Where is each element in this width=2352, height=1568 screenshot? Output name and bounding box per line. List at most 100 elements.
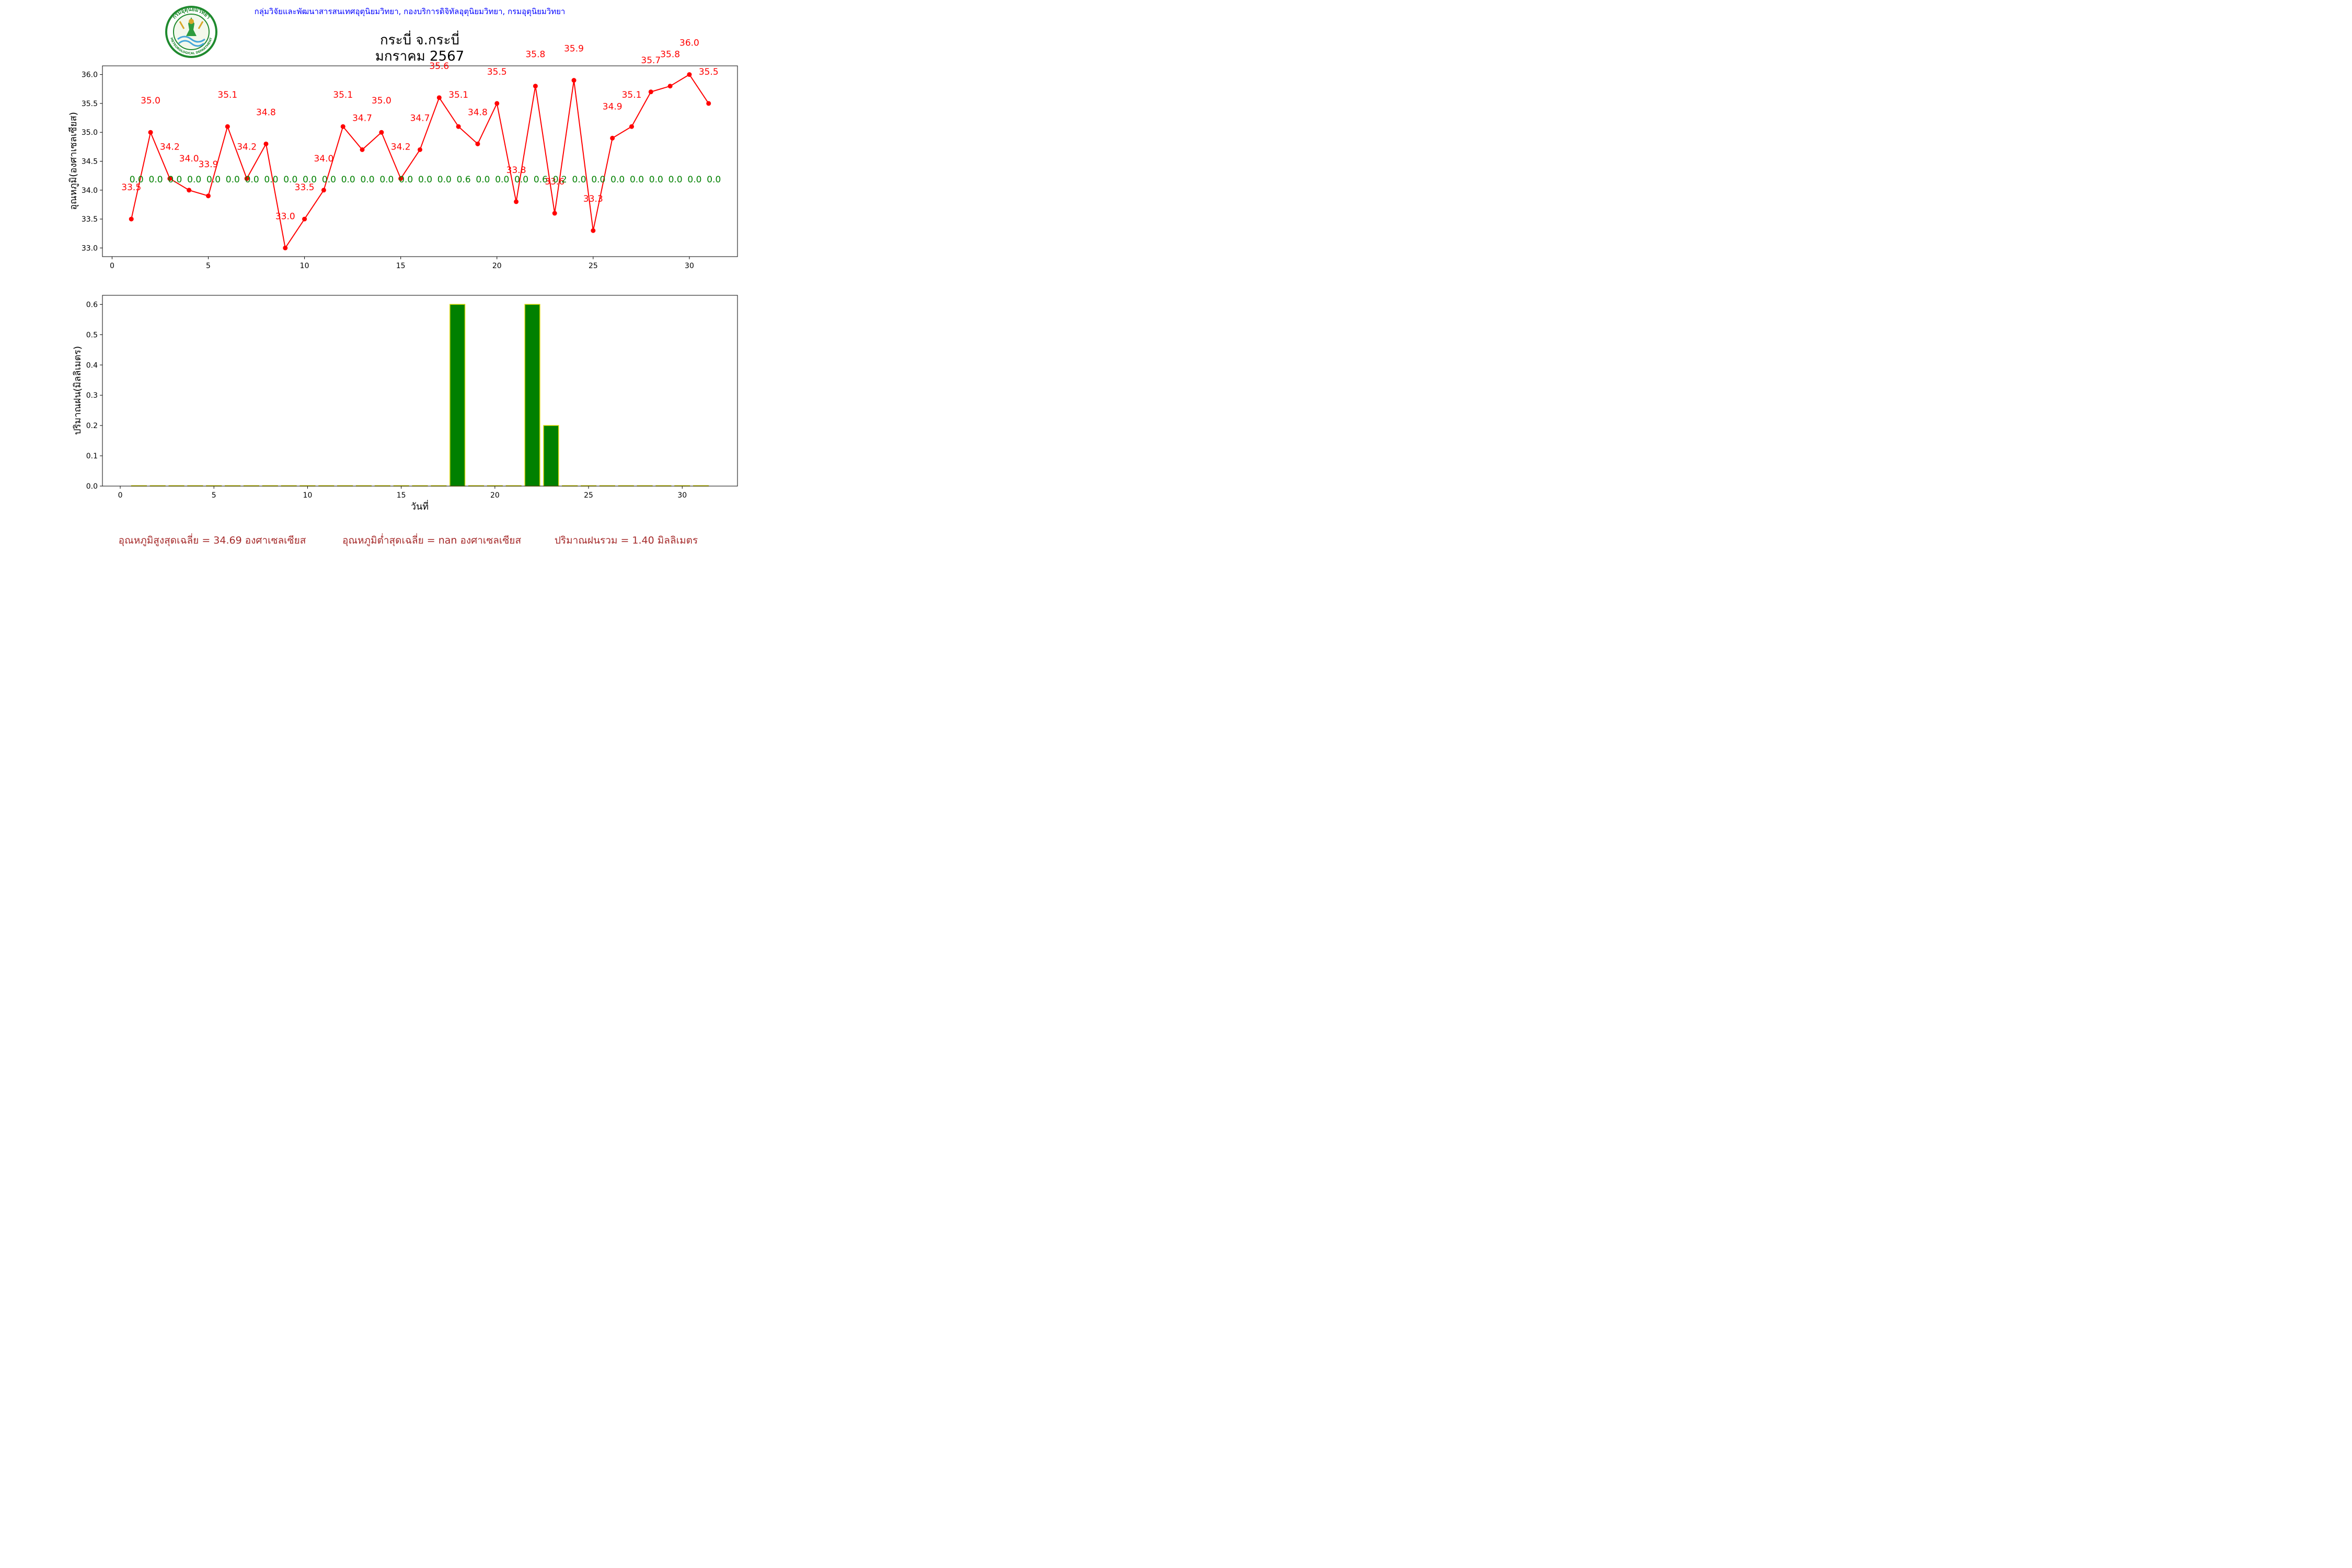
temperature-value-label: 33.5 [295,182,315,193]
temperature-value-label: 35.1 [622,90,642,100]
rain-value-label: 0.0 [149,175,163,185]
meteorological-department-logo: กรมอุตุนิยมวิทยา METEOROLOGICAL DEPARTME… [165,6,217,58]
rain-value-label: 0.0 [379,175,394,185]
rain-y-tick-label: 0.5 [86,331,98,339]
temperature-value-label: 34.2 [160,142,180,153]
rain-value-label: 0.0 [206,175,221,185]
temperature-value-label: 35.5 [699,67,719,77]
temperature-point [340,124,345,129]
rain-bar [449,304,466,487]
rain-value-label: 0.0 [130,175,144,185]
footer-total-rain: ปริมาณฝนรวม = 1.40 มิลลิเมตร [555,535,698,546]
rain-value-label: 0.6 [457,175,471,185]
temperature-value-label: 35.9 [564,44,584,54]
temperature-value-label: 34.7 [410,113,430,123]
temperature-value-label: 34.7 [352,113,372,123]
temperature-point [687,72,692,77]
rain-x-tick-label: 30 [677,491,687,500]
temperature-value-label: 36.0 [679,38,699,49]
temperature-value-label: 33.6 [545,177,564,187]
temperature-value-label: 35.0 [372,96,391,106]
temperature-value-label: 34.2 [237,142,257,153]
rain-value-label: 0.0 [707,175,721,185]
footer-average-max: อุณหภูมิสูงสุดเฉลี่ย = 34.69 องศาเซลเซีย… [119,533,306,547]
temperature-point [552,211,557,216]
rain-bar [524,304,540,487]
temperature-point [148,130,153,135]
rain-y-tick-label: 0.2 [86,422,98,430]
temperature-point [418,147,422,152]
temperature-point [244,176,249,181]
chart-figure: กรมอุตุนิยมวิทยา METEOROLOGICAL DEPARTME… [68,6,738,547]
rain-value-label: 0.0 [264,175,278,185]
temperature-point [571,78,577,83]
temperature-value-label: 35.0 [141,96,160,106]
temperature-point [456,124,461,129]
temperature-axis-label: อุณหภูมิ(องศาเซลเซียส) [68,112,79,210]
rain-x-tick-label: 10 [303,491,313,500]
rain-value-label: 0.0 [514,175,528,185]
temperature-value-label: 34.8 [468,107,488,118]
rain-x-tick-label: 5 [212,491,216,500]
temperature-point [629,124,634,129]
temperature-panel: 0 5 10 15 20 25 30 33.0 33.5 34.0 34.5 35.0 35.5 36.0… [68,38,738,270]
temperature-value-label: 35.1 [217,90,237,100]
temperature-point [283,245,288,250]
rain-value-label: 0.0 [668,175,683,185]
rain-value-label: 0.2 [553,175,567,185]
temperature-x-tick-label: 10 [300,262,309,270]
rain-value-label: 0.0 [226,175,240,185]
temperature-point [187,188,192,193]
rain-value-label: 0.0 [399,175,413,185]
temperature-value-label: 35.1 [448,90,468,100]
temperature-value-label: 34.8 [256,107,276,118]
rain-value-label: 0.0 [283,175,297,185]
rain-x-tick-label: 20 [490,491,500,500]
rain-value-label: 0.0 [187,175,201,185]
rain-value-label: 0.0 [303,175,317,185]
temperature-value-label: 34.9 [603,101,622,112]
temperature-point [129,216,134,222]
temperature-y-tick-label: 35.5 [82,100,98,108]
rain-y-tick-label: 0.3 [86,391,98,400]
rain-value-label: 0.0 [245,175,259,185]
temperature-point [514,199,519,204]
rain-value-label: 0.0 [630,175,644,185]
temperature-point [302,216,307,222]
temperature-y-tick-label: 34.0 [82,187,98,195]
temperature-x-tick-label: 20 [492,262,502,270]
org-line: กลุ่มวิจัยและพัฒนาสารสนเทศอุตุนิยมวิทยา,… [255,7,566,17]
rain-value-label: 0.0 [649,175,663,185]
rain-value-label: 0.0 [361,175,375,185]
rain-axis-label: ปริมาณฝน(มิลลิเมตร) [72,346,83,435]
rain-value-label: 0.0 [687,175,701,185]
rain-y-tick-label: 0.6 [86,301,98,309]
rain-bar [543,425,559,487]
temperature-value-label: 35.7 [641,55,661,66]
rain-value-label: 0.0 [476,175,490,185]
temperature-point [591,228,596,233]
day-axis-label: วันที่ [411,500,429,512]
temperature-y-tick-label: 34.5 [82,158,98,166]
temperature-point [206,193,211,199]
temperature-point [167,176,172,181]
temperature-point [533,84,538,89]
chart-title-month: มกราคม 2567 [375,49,464,64]
temperature-point [360,147,365,152]
temperature-y-tick-label: 33.5 [82,215,98,224]
rain-value-label: 0.0 [341,175,355,185]
temperature-plot-frame [102,65,738,257]
chart-title-location: กระบี่ จ.กระบี่ [380,30,459,48]
temperature-value-label: 34.0 [314,154,333,164]
rain-value-label: 0.0 [168,175,182,185]
temperature-value-label: 35.8 [525,50,545,60]
rain-x-tick-label: 25 [584,491,593,500]
rain-value-label: 0.0 [437,175,452,185]
rain-y-tick-label: 0.1 [86,452,98,460]
temperature-value-label: 33.5 [121,182,141,193]
temperature-point [648,89,653,95]
temperature-value-label: 33.8 [506,165,526,176]
temperature-point [610,135,615,141]
temperature-value-label: 34.0 [179,154,199,164]
temperature-point [667,84,673,89]
